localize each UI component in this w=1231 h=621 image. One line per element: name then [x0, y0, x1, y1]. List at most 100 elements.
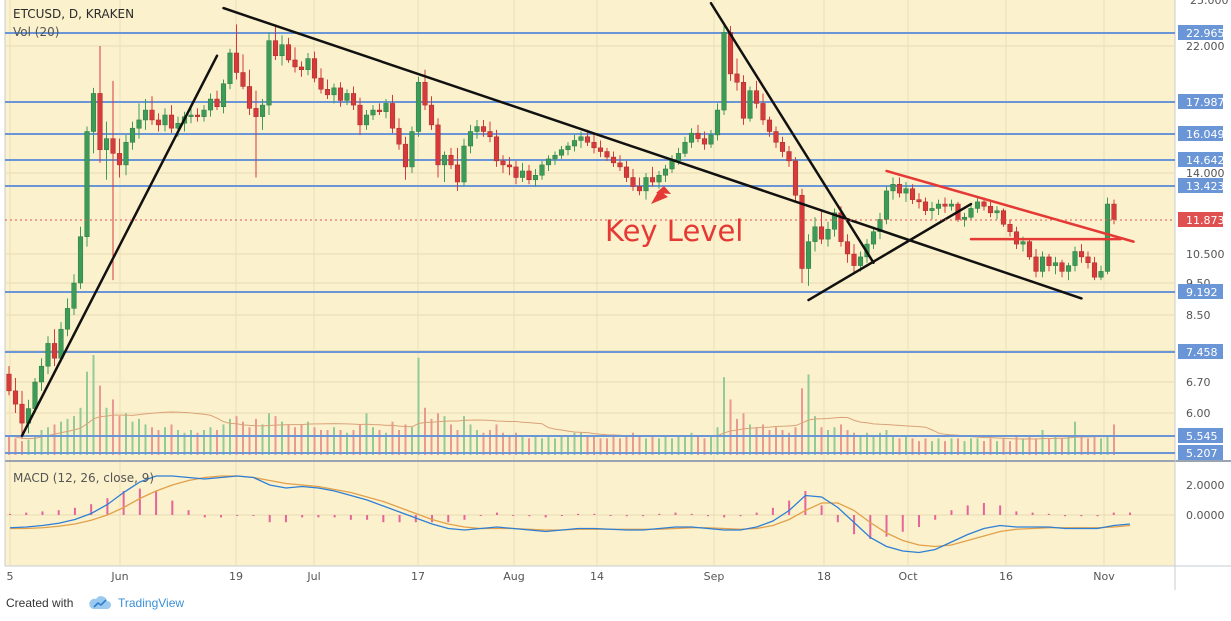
candle-body [643, 177, 649, 192]
candle-body [149, 109, 155, 121]
volume-bar [937, 438, 940, 455]
macd-histogram-bar [203, 515, 206, 518]
price-tick-label: 10.500 [1186, 248, 1225, 261]
time-tick-label: Jun [110, 570, 128, 583]
tradingview-brand[interactable]: TradingView [118, 596, 185, 610]
volume-bar [14, 438, 17, 455]
time-tick-label: 18 [817, 570, 831, 583]
candle-body [974, 201, 981, 209]
candle-body [610, 156, 617, 164]
macd-histogram-bar [544, 515, 547, 518]
volume-bar [1028, 435, 1031, 455]
volume-bar [157, 430, 160, 455]
volume-bar [710, 435, 712, 455]
candle-body [344, 93, 350, 101]
candle-body [409, 131, 415, 168]
level-tag-label: 16.049 [1186, 128, 1225, 141]
candle-body [142, 109, 149, 121]
volume-bar [47, 427, 49, 455]
volume-bar [1074, 421, 1076, 455]
grid-lines [5, 0, 1175, 566]
macd-histogram-bar [398, 515, 401, 523]
candle-body [370, 109, 376, 116]
time-tick-label: 16 [999, 570, 1013, 583]
volume-bars [8, 355, 1115, 455]
macd-histogram-bar [609, 515, 612, 516]
macd-histogram-bar [577, 513, 580, 515]
volume-bar [820, 427, 823, 455]
volume-bar [196, 432, 199, 455]
time-axis[interactable] [5, 566, 1175, 590]
candle-body [448, 154, 454, 166]
macd-pane[interactable] [5, 462, 1175, 566]
price-pane[interactable] [5, 0, 1175, 460]
volume-bar [1041, 430, 1044, 455]
candle-body [961, 216, 968, 220]
level-tag [1178, 152, 1223, 167]
volume-bar [222, 424, 225, 455]
candle-body [422, 82, 428, 106]
volume-bar [99, 385, 101, 455]
candle-body [844, 241, 851, 255]
tradingview-link[interactable]: TradingView [88, 594, 184, 612]
volume-bar [775, 427, 777, 455]
volume-bar [788, 432, 790, 455]
macd-histogram-bar [106, 498, 109, 515]
macd-histogram-bar [122, 491, 125, 515]
candle-body [623, 166, 630, 178]
volume-bar [560, 435, 563, 455]
level-tag-label: 5.207 [1186, 447, 1218, 460]
volume-bar [79, 407, 82, 455]
volume-bar [281, 421, 283, 455]
time-tick-label: Jul [306, 570, 320, 583]
candle-body [1098, 271, 1104, 278]
volume-bar [944, 441, 946, 455]
macd-histogram-bar [723, 515, 726, 518]
volume-bar [970, 438, 972, 455]
macd-histogram-bar [463, 515, 466, 520]
macd-indicator-label[interactable]: MACD (12, 26, close, 9) [13, 471, 154, 485]
candle-body [461, 145, 467, 183]
candle-body [682, 142, 688, 154]
volume-bar [385, 432, 387, 455]
macd-histogram-bar [836, 515, 839, 523]
candle-body [292, 59, 298, 68]
time-tick-label: 14 [590, 570, 604, 583]
time-tick-label: Oct [898, 570, 918, 583]
volume-bar [742, 413, 745, 455]
macd-histogram-bar [885, 515, 888, 537]
volume-bar [313, 427, 316, 455]
candle-body [1104, 203, 1111, 272]
created-with-text: Created with [6, 596, 74, 610]
macd-histogram-bar [966, 505, 969, 515]
candle-body [350, 93, 357, 106]
volume-bar [625, 435, 628, 455]
candle-body [916, 199, 922, 203]
candle-body [734, 73, 740, 83]
volume-bar [287, 424, 290, 455]
candle-body [1065, 265, 1072, 272]
volume-bar [931, 441, 933, 455]
level-tag-label: 22.965 [1186, 27, 1225, 40]
volume-bar [391, 421, 394, 455]
candle-body [753, 90, 760, 104]
volume-bar [164, 427, 166, 455]
level-tag-label: 13.423 [1186, 180, 1225, 193]
volume-bar [424, 407, 426, 455]
macd-histogram-bar [1047, 513, 1050, 515]
candle-body [935, 203, 942, 209]
volume-bar [794, 427, 797, 455]
candle-body [318, 77, 324, 90]
volume-indicator-label[interactable]: Vol (20) [13, 25, 59, 39]
candle-body [272, 40, 279, 57]
volume-bar [125, 413, 127, 455]
level-tag [1178, 25, 1223, 40]
level-tag-label: 14.642 [1186, 154, 1225, 167]
volume-bar [749, 424, 751, 455]
macd-tick-label: 0.0000 [1186, 509, 1225, 522]
candle-body [1046, 256, 1052, 266]
candle-body [591, 142, 597, 149]
candle-body [929, 208, 935, 211]
volume-bar [898, 438, 901, 455]
level-tag-label: 5.545 [1186, 430, 1218, 443]
